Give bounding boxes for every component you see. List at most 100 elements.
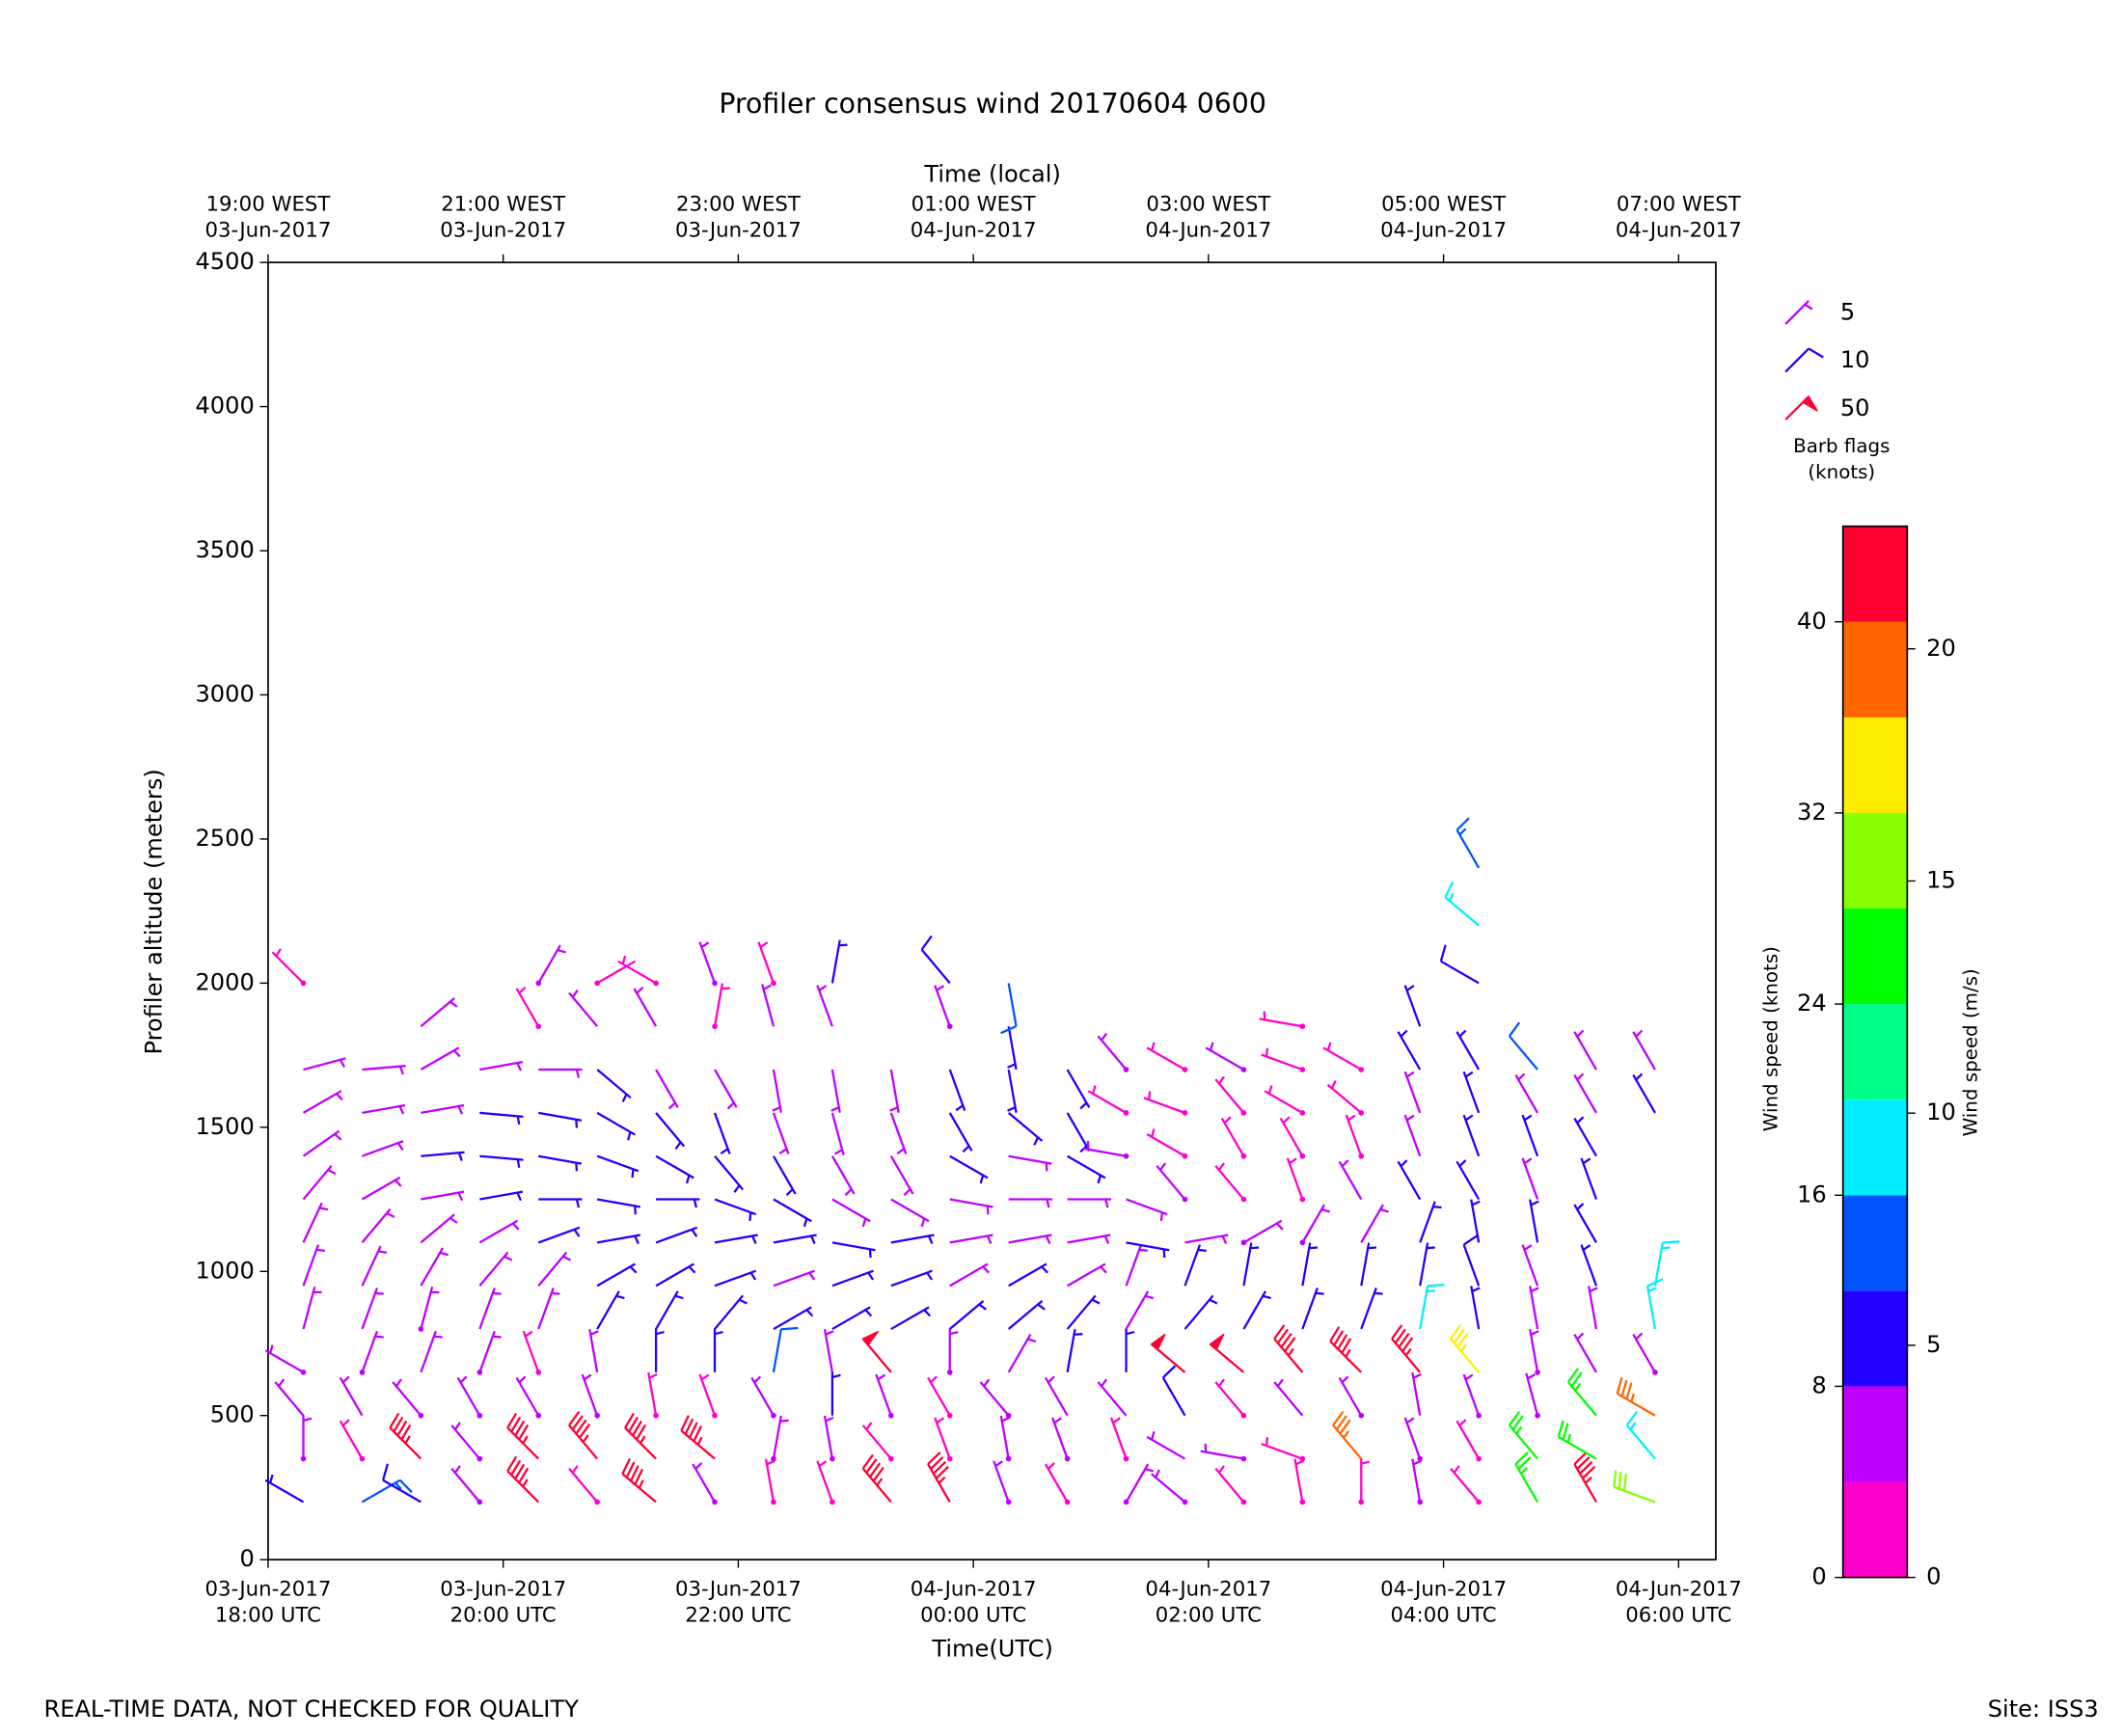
barb-staff — [1632, 1029, 1656, 1071]
barb-staff — [714, 1269, 757, 1288]
wind-barb — [764, 1458, 776, 1505]
wind-barb — [750, 1375, 776, 1419]
wind-barb — [655, 1154, 694, 1184]
barb-staff — [1242, 1219, 1284, 1244]
wind-barb — [621, 1457, 657, 1504]
wind-barb — [1183, 1294, 1218, 1330]
barb-staff — [1521, 1244, 1539, 1287]
barb-staff — [889, 1069, 900, 1113]
barb-base — [594, 1499, 601, 1505]
barb-staff — [588, 1329, 599, 1373]
legend-label: 50 — [1840, 394, 1870, 421]
wind-barb — [823, 1415, 835, 1462]
wind-barb — [1439, 944, 1480, 985]
barb-staff — [1097, 1378, 1128, 1417]
barb-staff — [1082, 1140, 1127, 1157]
wind-barb — [1109, 1417, 1129, 1462]
barb-staff — [1529, 1286, 1539, 1330]
wind-barb — [1419, 1201, 1442, 1243]
barb-staff — [934, 1417, 951, 1459]
wind-barb — [875, 1373, 894, 1419]
barb-base — [1358, 1499, 1365, 1505]
x2-tick-label: 04-Jun-2017 — [1616, 219, 1742, 243]
barb-staff — [1007, 1026, 1018, 1071]
colorbar-segment — [1842, 526, 1908, 622]
y-tick-label: 0 — [239, 1545, 254, 1572]
wind-barb — [1646, 1278, 1664, 1330]
wind-barb — [271, 948, 307, 987]
legend-barb — [1784, 300, 1813, 325]
x-tick-label: 04-Jun-2017 — [1145, 1577, 1271, 1601]
barb-staff — [450, 1422, 481, 1460]
barb-base — [887, 1412, 894, 1419]
barb-staff — [1097, 1032, 1128, 1071]
barb-staff — [1087, 1085, 1128, 1114]
barb-staff — [1066, 1069, 1091, 1110]
barb-staff — [1521, 1114, 1539, 1157]
wind-barb — [1067, 1262, 1107, 1288]
barb-staff — [890, 1198, 930, 1228]
legend-label: 10 — [1840, 346, 1870, 373]
wind-barb — [1616, 1376, 1656, 1417]
barb-base — [771, 980, 776, 987]
barb-staff — [1126, 1198, 1168, 1221]
barb-staff — [772, 1112, 790, 1155]
colorbar-segment — [1842, 621, 1908, 718]
wind-barb — [1220, 1116, 1247, 1159]
barb-base — [712, 1499, 718, 1505]
wind-barb — [830, 939, 848, 984]
wind-barb — [771, 1415, 789, 1462]
barb-staff — [830, 1371, 841, 1416]
barb-base — [1240, 1196, 1247, 1203]
barb-staff — [831, 1198, 871, 1228]
barb-base — [1005, 1455, 1012, 1462]
wind-barb — [1279, 1116, 1306, 1159]
wind-barb — [479, 1111, 524, 1126]
wind-barb — [1286, 1157, 1306, 1203]
barb-staff — [1470, 1286, 1481, 1330]
barb-base — [1299, 1455, 1306, 1462]
barb-staff — [1338, 1375, 1363, 1417]
barb-base — [1182, 1196, 1188, 1203]
wind-barb — [830, 1069, 841, 1113]
wind-barb — [1214, 1075, 1247, 1116]
barb-base — [1299, 1239, 1306, 1246]
barb-staff — [1529, 1329, 1539, 1373]
wind-barb — [1509, 1021, 1538, 1071]
barb-staff — [1419, 1242, 1435, 1287]
wind-barb — [300, 1415, 313, 1462]
colorbar-tick-label-2: 5 — [1926, 1331, 1941, 1358]
barb-staff — [361, 1245, 388, 1287]
barb-staff — [617, 955, 657, 985]
barb-staff — [1653, 1240, 1680, 1287]
barb-staff — [420, 1046, 461, 1071]
site-label: Site: ISS3 — [1988, 1695, 2099, 1722]
barb-staff — [713, 1112, 731, 1155]
barb-staff — [1450, 1324, 1481, 1373]
wind-barb — [303, 1057, 346, 1071]
barb-base — [535, 1412, 542, 1419]
barb-base — [1240, 1239, 1247, 1246]
wind-barb — [339, 1419, 366, 1462]
barb-staff — [1514, 1072, 1539, 1114]
wind-barb — [1529, 1329, 1540, 1375]
wind-barb — [1411, 1371, 1422, 1416]
barb-base — [1358, 1067, 1365, 1072]
colorbar-segment — [1842, 1004, 1908, 1100]
wind-barb — [596, 1154, 639, 1179]
barb-staff — [861, 1422, 892, 1460]
wind-barb — [1419, 1284, 1445, 1330]
barb-staff — [596, 1234, 641, 1244]
legend-title: Barb flags — [1793, 435, 1890, 457]
barb-staff — [274, 1378, 305, 1417]
barb-staff — [1205, 1042, 1244, 1071]
x2-tick-label: 21:00 WEST — [441, 193, 566, 217]
wind-barb — [568, 1410, 599, 1460]
barb-staff — [949, 1262, 991, 1288]
x2-tick-label: 23:00 WEST — [676, 193, 802, 217]
barb-base — [946, 1455, 953, 1462]
barb-staff — [1125, 1463, 1155, 1503]
barb-staff — [1301, 1242, 1319, 1287]
barb-staff — [1462, 1234, 1481, 1287]
barb-staff — [750, 1375, 775, 1417]
